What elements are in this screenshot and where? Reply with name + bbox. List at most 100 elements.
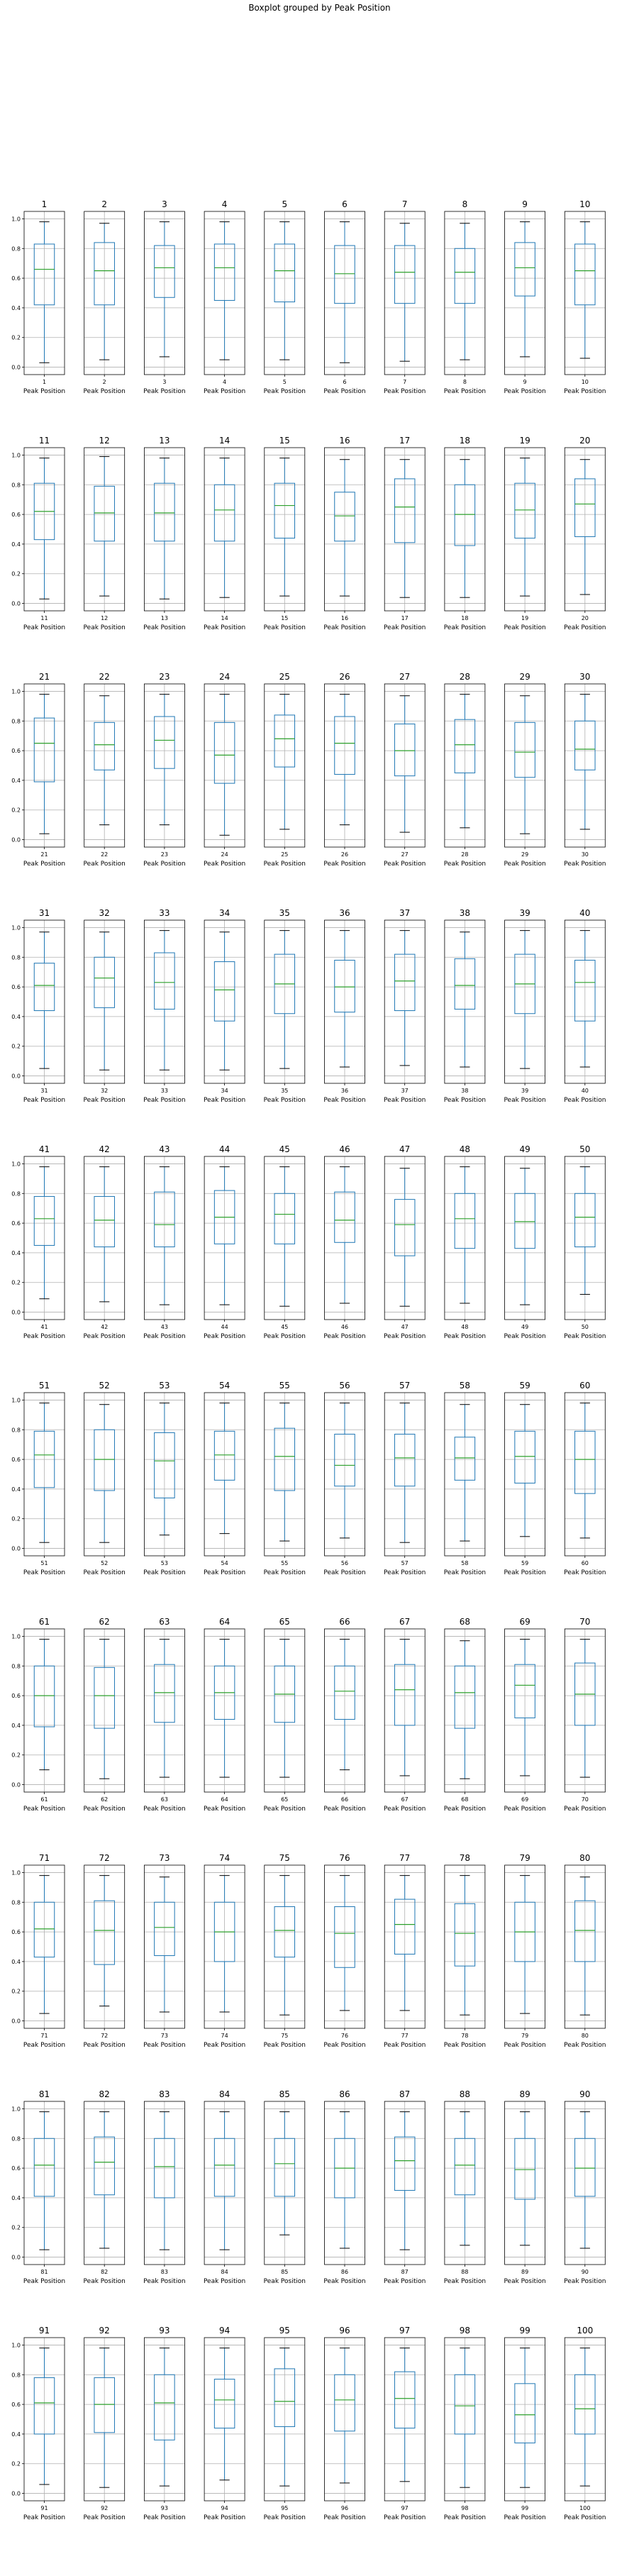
box	[33, 963, 55, 1012]
x-axis-label: Peak Position	[444, 2278, 486, 2285]
box	[454, 958, 476, 1010]
box	[454, 1193, 476, 1249]
x-axis-label: Peak Position	[384, 1333, 426, 1340]
x-axis-label: Peak Position	[323, 861, 365, 868]
x-tick-label: 31	[40, 1088, 48, 1094]
x-tick-label: 6	[343, 379, 346, 385]
y-tick-label: 0.8	[11, 2135, 21, 2142]
box	[274, 1193, 296, 1244]
x-axis-label: Peak Position	[23, 1097, 65, 1104]
x-axis-label: Peak Position	[444, 1333, 486, 1340]
x-axis-label: Peak Position	[504, 2514, 545, 2521]
subplot-title: 47	[399, 1144, 410, 1154]
subplot-title: 88	[460, 2089, 470, 2099]
y-tick-label: 0.6	[11, 1929, 21, 1935]
box	[94, 2136, 115, 2196]
x-tick-label: 12	[101, 615, 108, 621]
x-axis-label: Peak Position	[444, 624, 486, 631]
x-axis-label: Peak Position	[264, 388, 306, 395]
box	[334, 2374, 355, 2432]
x-tick-label: 22	[101, 851, 108, 858]
y-tick-label: 0.2	[11, 2461, 21, 2467]
x-tick-label: 66	[341, 1796, 348, 1803]
x-tick-label: 41	[40, 1324, 48, 1330]
x-tick-label: 10	[582, 379, 589, 385]
box	[274, 714, 296, 768]
x-tick-label: 95	[281, 2505, 288, 2511]
subplot-title: 71	[39, 1853, 50, 1863]
box	[454, 2138, 476, 2196]
y-tick-label: 0.4	[11, 2431, 21, 2438]
box	[94, 2377, 115, 2433]
x-axis-label: Peak Position	[204, 2278, 245, 2285]
x-tick-label: 47	[401, 1324, 409, 1330]
y-tick-label: 0.8	[11, 2372, 21, 2378]
x-axis-label: Peak Position	[504, 2278, 545, 2285]
x-tick-label: 11	[40, 615, 48, 621]
x-tick-label: 16	[341, 615, 348, 621]
box	[33, 1665, 55, 1728]
x-axis-label: Peak Position	[564, 388, 606, 395]
y-tick-label: 0.4	[11, 305, 21, 311]
box	[514, 242, 535, 297]
subplot-title: 89	[519, 2089, 530, 2099]
box	[454, 719, 476, 773]
x-axis-label: Peak Position	[264, 861, 306, 868]
box	[33, 1901, 55, 1958]
y-tick-label: 0.4	[11, 1014, 21, 1020]
subplot-title: 85	[279, 2089, 290, 2099]
subplot-title: 32	[99, 908, 110, 918]
subplot-title: 76	[339, 1853, 350, 1863]
x-tick-label: 37	[401, 1088, 409, 1094]
x-axis-label: Peak Position	[384, 624, 426, 631]
box	[154, 1901, 175, 1957]
subplot-title: 58	[460, 1381, 470, 1391]
subplot-title: 35	[279, 908, 290, 918]
y-tick-label: 0.0	[11, 2255, 21, 2261]
subplot-title: 86	[339, 2089, 350, 2099]
x-tick-label: 3	[162, 379, 166, 385]
subplot-title: 50	[579, 1144, 590, 1154]
x-axis-label: Peak Position	[204, 2514, 245, 2521]
box	[334, 959, 355, 1013]
subplot-title: 42	[99, 1144, 110, 1154]
x-axis-label: Peak Position	[143, 1806, 185, 1813]
x-axis-label: Peak Position	[564, 2278, 606, 2285]
subplot-title: 53	[159, 1381, 170, 1391]
y-tick-label: 0.6	[11, 512, 21, 518]
x-tick-label: 4	[223, 379, 226, 385]
y-tick-label: 1.0	[11, 216, 21, 222]
x-tick-label: 58	[461, 1560, 468, 1566]
x-tick-label: 64	[221, 1796, 228, 1803]
subplot-title: 63	[159, 1617, 170, 1627]
box	[574, 1193, 596, 1248]
x-tick-label: 14	[221, 615, 228, 621]
subplot-title: 83	[159, 2089, 170, 2099]
x-axis-label: Peak Position	[204, 1569, 245, 1576]
box	[154, 952, 175, 1010]
subplot-title: 18	[460, 436, 470, 446]
y-tick-label: 0.2	[11, 1989, 21, 1995]
box	[334, 716, 355, 775]
x-tick-label: 92	[101, 2505, 108, 2511]
x-axis-label: Peak Position	[84, 1097, 126, 1104]
x-tick-label: 49	[521, 1324, 528, 1330]
x-tick-label: 90	[582, 2269, 589, 2275]
x-axis-label: Peak Position	[264, 1569, 306, 1576]
x-tick-label: 96	[341, 2505, 348, 2511]
subplot-title: 19	[519, 436, 530, 446]
box	[394, 2371, 416, 2429]
subplot-title: 61	[39, 1617, 50, 1627]
x-axis-label: Peak Position	[84, 2042, 126, 2049]
y-tick-label: 0.0	[11, 837, 21, 844]
subplot-title: 46	[339, 1144, 350, 1154]
x-tick-label: 27	[401, 851, 409, 858]
x-axis-label: Peak Position	[504, 2042, 545, 2049]
x-axis-label: Peak Position	[143, 2278, 185, 2285]
subplot-title: 84	[219, 2089, 230, 2099]
x-tick-label: 78	[461, 2033, 468, 2039]
x-axis-label: Peak Position	[384, 388, 426, 395]
y-tick-label: 0.2	[11, 335, 21, 341]
y-tick-label: 0.6	[11, 2165, 21, 2172]
x-tick-label: 51	[40, 1560, 48, 1566]
